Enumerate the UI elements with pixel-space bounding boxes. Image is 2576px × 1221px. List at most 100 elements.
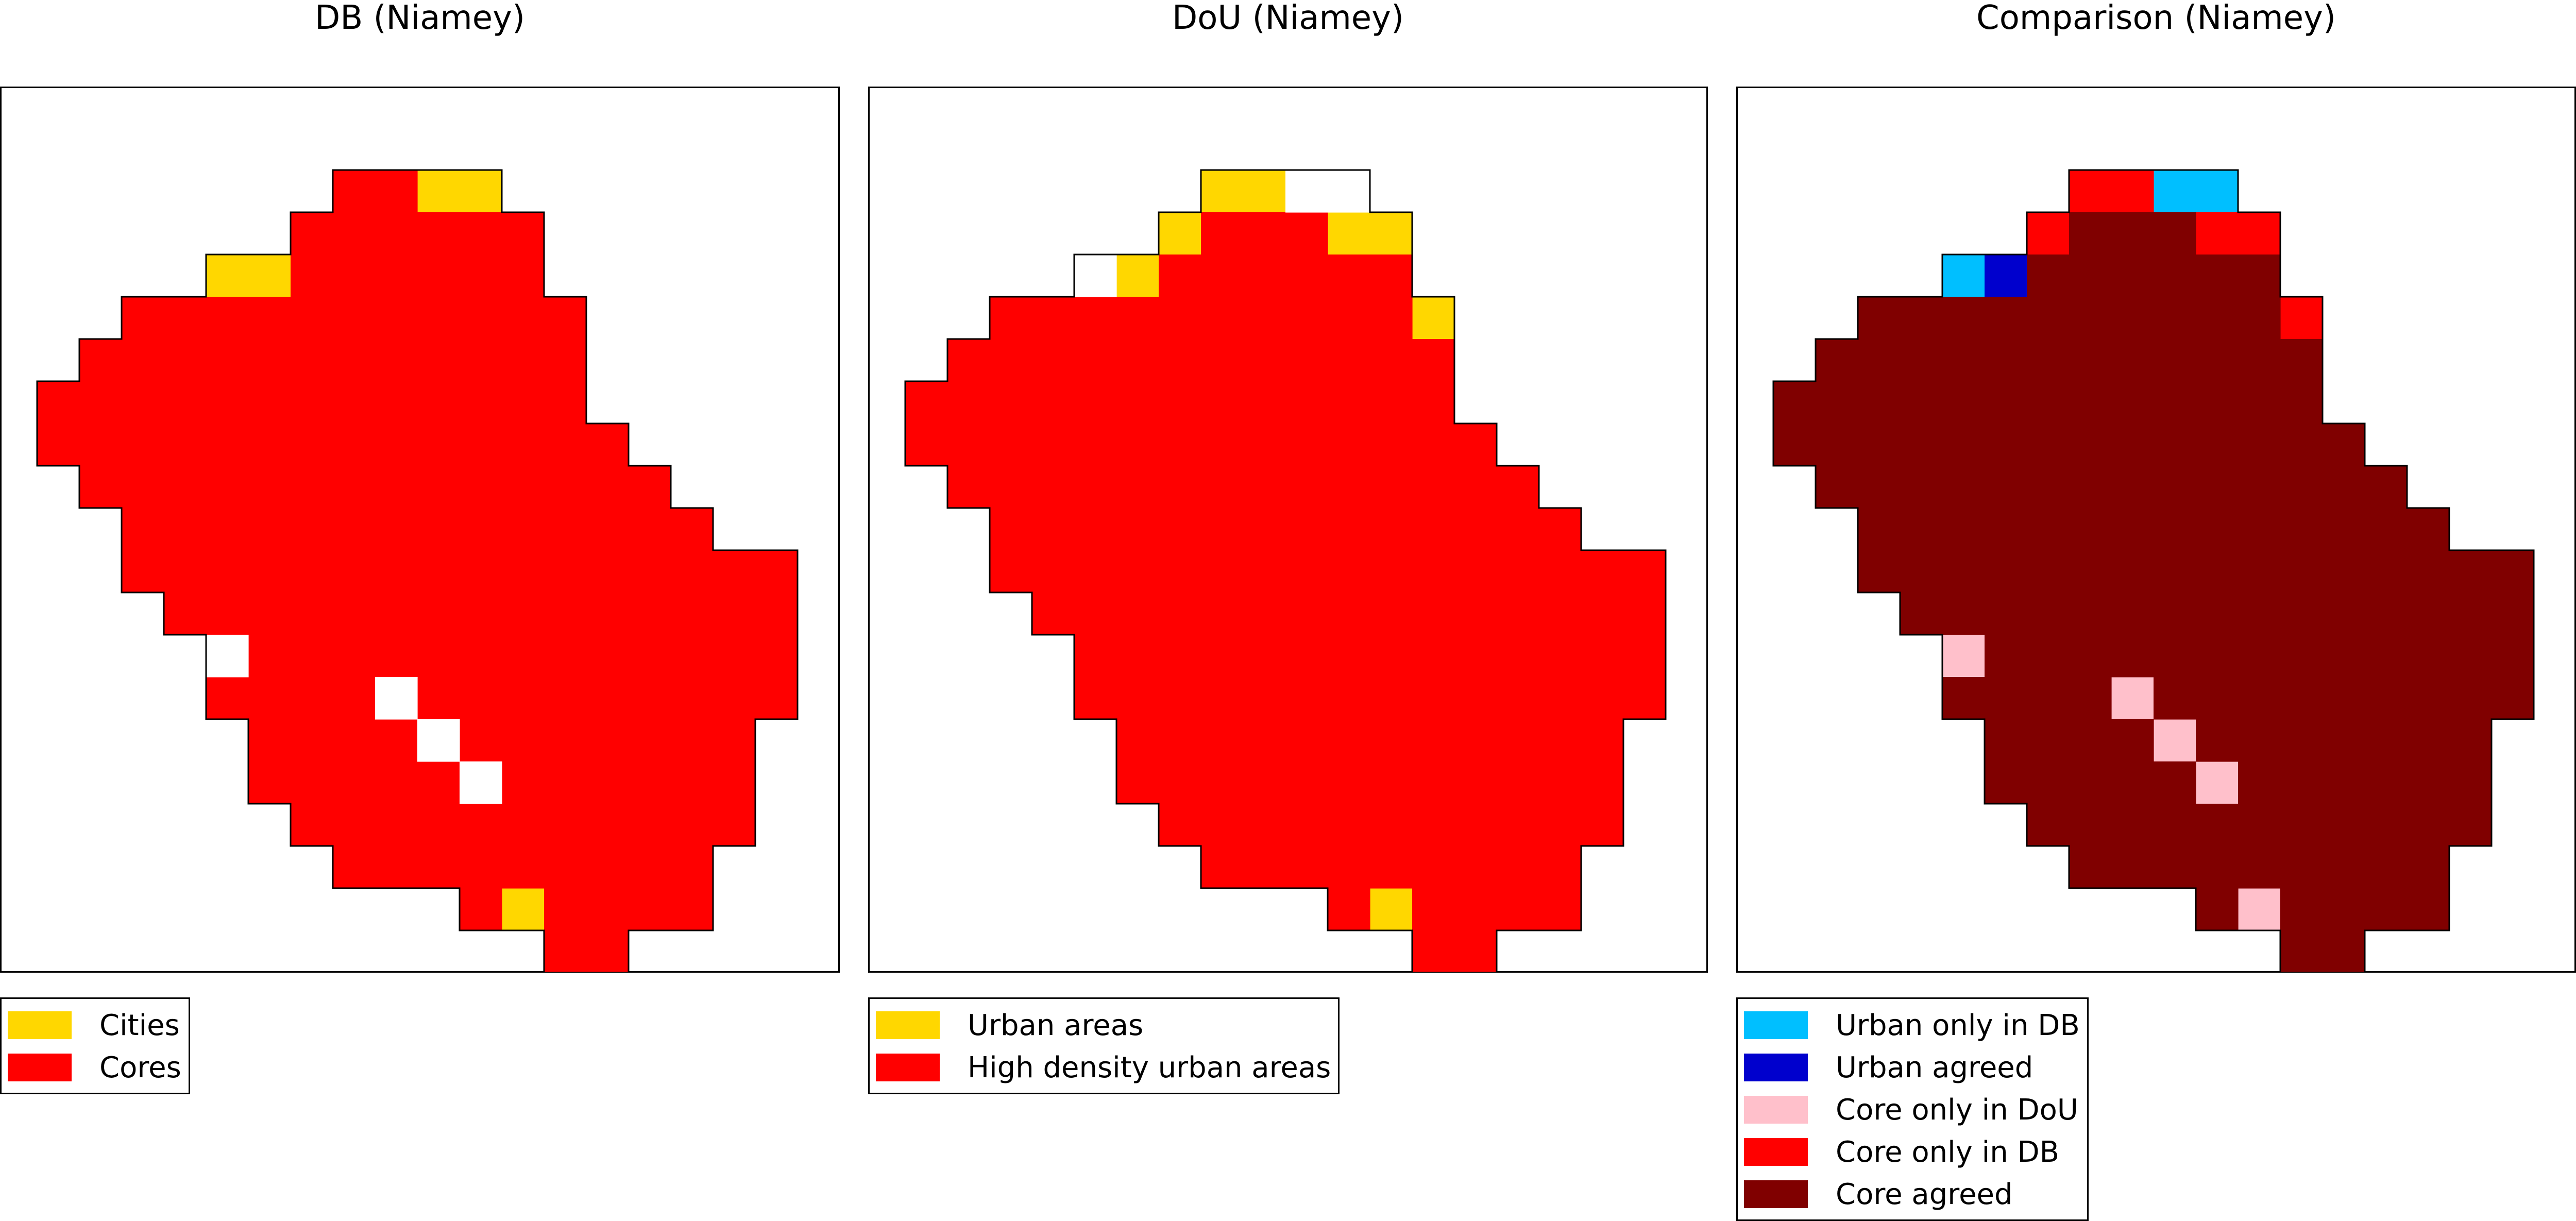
grid-cell <box>502 508 545 551</box>
grid-cell <box>2154 677 2196 720</box>
grid-cell <box>586 930 629 973</box>
grid-cell <box>1985 466 2027 508</box>
grid-cell <box>2407 888 2450 931</box>
grid-cell <box>164 592 207 635</box>
grid-cell <box>1623 550 1666 593</box>
grid-cell <box>248 592 291 635</box>
grid-cell <box>1412 635 1455 677</box>
panel-db: DB (Niamey) Cities Cores <box>0 0 840 1218</box>
grid-cell <box>1074 297 1117 340</box>
grid-cell <box>671 888 714 931</box>
grid-cell <box>460 339 502 382</box>
legend-label: Urban only in DB <box>1836 1008 2080 1042</box>
grid-cell <box>713 677 756 720</box>
grid-cell <box>248 466 291 508</box>
grid-cell <box>1412 466 1455 508</box>
grid-cell <box>417 466 460 508</box>
grid-cell <box>1623 677 1666 720</box>
grid-cell <box>291 212 333 255</box>
grid-cell <box>1285 592 1328 635</box>
grid-cell <box>2238 466 2281 508</box>
grid-cell <box>1328 508 1370 551</box>
grid-cell <box>2280 846 2323 889</box>
grid-cell <box>671 677 714 720</box>
grid-cell <box>502 550 545 593</box>
grid-cell <box>248 339 291 382</box>
grid-cell <box>2365 677 2408 720</box>
legend-swatch <box>1744 1011 1808 1039</box>
grid-cell <box>2154 255 2196 297</box>
grid-cell <box>586 508 629 551</box>
grid-cell <box>2196 635 2239 677</box>
legend-swatch <box>1744 1138 1808 1166</box>
grid-cell <box>755 677 798 720</box>
grid-cell <box>1412 381 1455 424</box>
grid-cell <box>2069 466 2112 508</box>
grid-cell <box>2196 677 2239 720</box>
grid-cell <box>164 381 207 424</box>
grid-cell <box>2196 212 2239 255</box>
grid-cell <box>1497 719 1539 762</box>
grid-cell <box>1074 255 1117 297</box>
grid-cell <box>905 381 948 424</box>
grid-cell <box>586 677 629 720</box>
grid-cell <box>1159 550 1201 593</box>
grid-cell <box>248 761 291 804</box>
grid-cell <box>2154 508 2196 551</box>
grid-cell <box>1581 550 1624 593</box>
grid-cell <box>2154 719 2196 762</box>
grid-cell <box>333 297 376 340</box>
grid-cell <box>291 635 333 677</box>
grid-cell <box>990 339 1032 382</box>
grid-cell <box>2323 888 2365 931</box>
grid-cell <box>2280 930 2323 973</box>
grid-cell <box>1539 677 1582 720</box>
grid-cell <box>544 804 587 846</box>
grid-cell <box>2069 719 2112 762</box>
grid-cell <box>375 339 418 382</box>
grid-cell <box>1412 930 1455 973</box>
grid-cell <box>586 635 629 677</box>
grid-cell <box>502 635 545 677</box>
grid-cell <box>2196 550 2239 593</box>
grid-cell <box>1370 804 1413 846</box>
grid-cell <box>502 888 545 931</box>
grid-cell <box>990 423 1032 466</box>
grid-cell <box>1201 423 1244 466</box>
grid-cell <box>2492 592 2534 635</box>
grid-cell <box>1159 761 1201 804</box>
grid-cell <box>2449 592 2492 635</box>
grid-cell <box>291 297 333 340</box>
grid-cell <box>1900 423 1943 466</box>
grid-cell <box>2280 804 2323 846</box>
grid-cell <box>122 423 164 466</box>
grid-cell <box>1243 550 1286 593</box>
grid-cell <box>1201 635 1244 677</box>
grid-cell <box>2154 339 2196 382</box>
grid-cell <box>629 550 671 593</box>
grid-cell <box>2280 297 2323 340</box>
grid-cell <box>2069 635 2112 677</box>
grid-cell <box>1539 635 1582 677</box>
grid-cell <box>2196 297 2239 340</box>
grid-cell <box>2365 761 2408 804</box>
grid-cell <box>79 466 122 508</box>
grid-cell <box>544 635 587 677</box>
grid-cell <box>586 761 629 804</box>
grid-cell <box>1243 508 1286 551</box>
legend-swatch <box>876 1054 940 1081</box>
grid-cell <box>2154 423 2196 466</box>
footprint-outline <box>36 169 799 973</box>
panel-title: DoU (Niamey) <box>1172 0 1404 37</box>
grid-cell <box>2154 381 2196 424</box>
grid-cell <box>460 846 502 889</box>
grid-cell <box>333 508 376 551</box>
grid-cell <box>2027 297 2070 340</box>
grid-cell <box>164 550 207 593</box>
grid-cell <box>1497 550 1539 593</box>
grid-cell <box>502 719 545 762</box>
grid-cell <box>460 888 502 931</box>
grid-cell <box>2407 761 2450 804</box>
grid-cell <box>544 846 587 889</box>
grid-cell <box>1858 550 1901 593</box>
